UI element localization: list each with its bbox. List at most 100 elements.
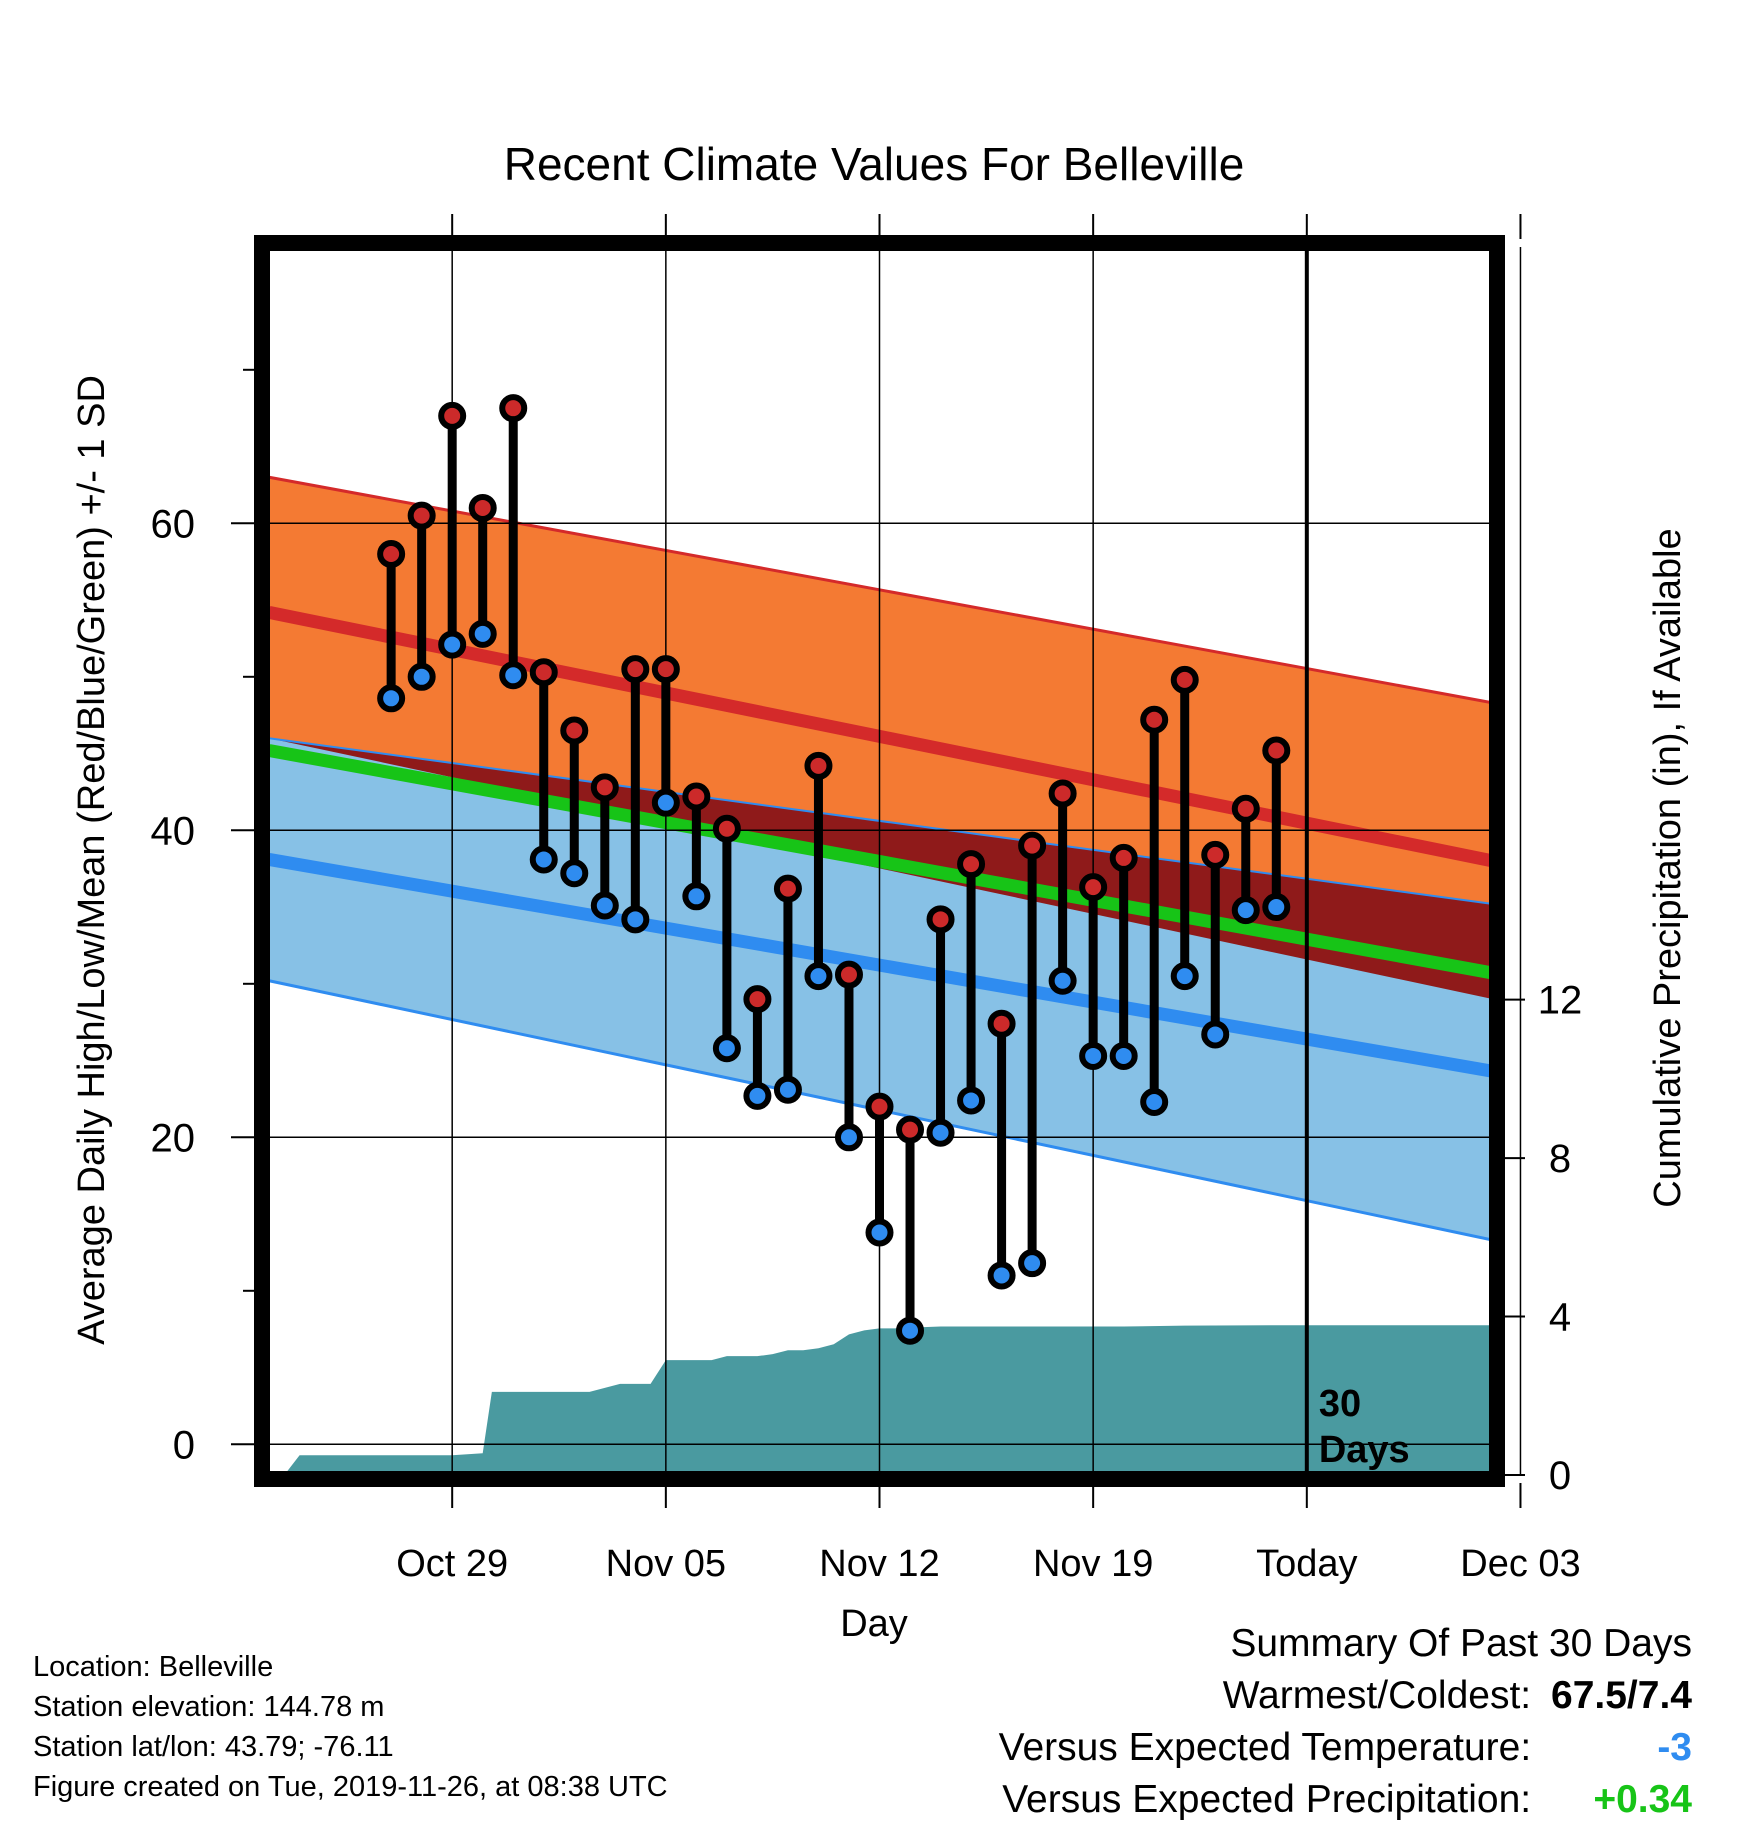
temp-anomaly-label: Versus Expected Temperature:: [998, 1726, 1532, 1769]
daily-low-point: [1140, 1087, 1169, 1116]
daily-low-point: [651, 788, 680, 817]
daily-low-point: [1201, 1020, 1230, 1049]
x-axis-label: Day: [840, 1603, 908, 1645]
daily-low-point: [407, 662, 436, 691]
daily-high-point: [773, 874, 802, 903]
y-right-tick-label: 0: [1549, 1454, 1571, 1498]
daily-low-point: [529, 845, 558, 874]
daily-high-point: [865, 1092, 894, 1121]
daily-low-point: [834, 1123, 863, 1152]
elevation-text: Station elevation: 144.78 m: [33, 1691, 385, 1723]
daily-high-point: [1201, 840, 1230, 869]
precip-anomaly-row: Versus Expected Precipitation: +0.34: [999, 1774, 1692, 1826]
daily-low-point: [682, 882, 711, 911]
daily-high-point: [834, 960, 863, 989]
warmest-coldest-row: Warmest/Coldest: 67.5/7.4: [999, 1670, 1692, 1722]
x-tick-label: Today: [1256, 1543, 1357, 1585]
summary-panel: Summary Of Past 30 Days Warmest/Coldest:…: [999, 1618, 1692, 1826]
temp-anomaly-value: -3: [1657, 1726, 1692, 1769]
daily-low-point: [743, 1081, 772, 1110]
daily-high-point: [468, 493, 497, 522]
daily-low-point: [1262, 893, 1291, 922]
y-right-tick-label: 8: [1549, 1137, 1571, 1181]
daily-low-point: [499, 661, 528, 690]
warmest-coldest-value: 67.5/7.4: [1551, 1674, 1692, 1717]
today-marker-label: 30: [1319, 1383, 1361, 1425]
daily-high-point: [438, 401, 467, 430]
y-right-tick-label: 12: [1538, 979, 1583, 1023]
daily-high-point: [560, 716, 589, 745]
daily-low-point: [865, 1218, 894, 1247]
x-tick-label: Nov 12: [819, 1543, 939, 1585]
daily-low-point: [804, 962, 833, 991]
daily-high-point: [1079, 873, 1108, 902]
daily-high-point: [804, 751, 833, 780]
daily-high-point: [407, 501, 436, 530]
daily-low-point: [590, 891, 619, 920]
daily-low-point: [957, 1086, 986, 1115]
precip-anomaly-label: Versus Expected Precipitation:: [1002, 1778, 1532, 1821]
location-text: Location: Belleville: [33, 1651, 274, 1683]
y-axis-label-left: Average Daily High/Low/Mean (Red/Blue/Gr…: [71, 375, 113, 1345]
daily-high-point: [987, 1009, 1016, 1038]
daily-low-point: [987, 1261, 1016, 1290]
x-tick-label: Nov 19: [1033, 1543, 1153, 1585]
daily-high-point: [1231, 794, 1260, 823]
y-left-tick-label: 20: [151, 1116, 196, 1160]
daily-high-point: [926, 905, 955, 934]
today-marker-label: Days: [1319, 1429, 1410, 1471]
precipitation-area: [284, 1325, 1493, 1475]
created-text: Figure created on Tue, 2019-11-26, at 08…: [33, 1771, 668, 1803]
summary-heading: Summary Of Past 30 Days: [1230, 1622, 1692, 1665]
daily-high-point: [590, 773, 619, 802]
x-tick-label: Oct 29: [396, 1543, 508, 1585]
daily-low-point: [926, 1118, 955, 1147]
normal-high-line: [267, 605, 1493, 868]
daily-low-point: [1231, 896, 1260, 925]
daily-high-point: [743, 985, 772, 1014]
y-right-tick-label: 4: [1549, 1296, 1571, 1340]
y-left-tick-label: 40: [151, 809, 196, 853]
low-upper-edge: [268, 737, 1493, 905]
daily-high-point: [896, 1115, 925, 1144]
daily-low-point: [712, 1034, 741, 1063]
latlon-text: Station lat/lon: 43.79; -76.11: [33, 1731, 394, 1763]
y-left-tick-label: 0: [173, 1423, 195, 1467]
daily-low-point: [377, 684, 406, 713]
chart-title: Recent Climate Values For Belleville: [504, 138, 1245, 190]
daily-high-point: [529, 658, 558, 687]
y-left-tick-label: 60: [151, 502, 196, 546]
daily-low-point: [1018, 1249, 1047, 1278]
daily-high-point: [1170, 665, 1199, 694]
daily-low-point: [1048, 966, 1077, 995]
daily-low-point: [1170, 962, 1199, 991]
x-tick-label: Dec 03: [1460, 1543, 1580, 1585]
daily-high-point: [712, 814, 741, 843]
daily-low-point: [896, 1316, 925, 1345]
daily-low-point: [560, 859, 589, 888]
daily-high-point: [377, 540, 406, 568]
normal-low-line: [267, 853, 1493, 1078]
daily-high-point: [621, 655, 650, 684]
daily-high-point: [499, 394, 528, 423]
x-tick-label: Nov 05: [606, 1543, 726, 1585]
daily-low-point: [773, 1075, 802, 1104]
plot-frame: [254, 235, 1505, 1487]
daily-low-point: [1109, 1041, 1138, 1070]
daily-low-point: [1079, 1041, 1108, 1070]
daily-high-point: [1109, 843, 1138, 872]
daily-low-point: [621, 905, 650, 934]
daily-high-point: [651, 655, 680, 684]
daily-high-point: [957, 850, 986, 879]
station-info: Location: Belleville Station elevation: …: [33, 1647, 668, 1807]
daily-high-point: [1262, 736, 1291, 765]
daily-high-point: [1018, 831, 1047, 860]
precip-anomaly-value: +0.34: [1593, 1778, 1692, 1821]
daily-low-point: [438, 630, 467, 659]
temp-anomaly-row: Versus Expected Temperature: -3: [999, 1722, 1692, 1774]
normal-mean-line: [267, 744, 1493, 980]
daily-high-point: [1140, 705, 1169, 734]
daily-high-point: [682, 782, 711, 811]
y-axis-label-right: Cumulative Precipitation (in), If Availa…: [1647, 528, 1689, 1207]
